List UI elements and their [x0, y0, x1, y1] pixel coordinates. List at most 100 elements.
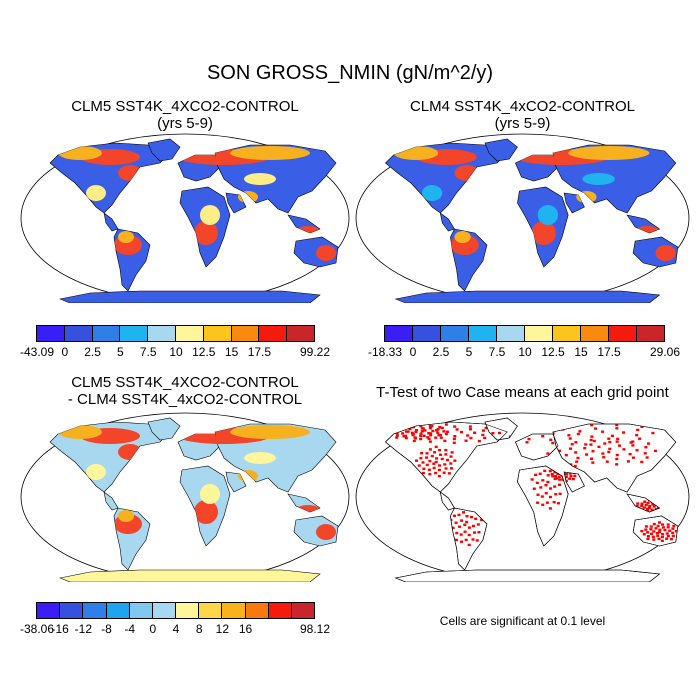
significant-cell	[473, 531, 477, 534]
significant-cell	[457, 513, 461, 517]
colorbar-box	[128, 602, 153, 619]
significant-cell	[590, 457, 594, 460]
colorbar-box	[267, 602, 292, 619]
colorbar-box	[82, 602, 107, 619]
significant-cell	[643, 500, 647, 503]
significant-cell	[452, 514, 456, 518]
colorbar-tick-label: 17.5	[597, 345, 621, 359]
colorbar-box	[147, 325, 176, 342]
significant-cell	[468, 428, 472, 431]
significant-cell	[668, 529, 672, 532]
significant-cell	[419, 434, 423, 438]
significant-cell	[574, 441, 578, 444]
land-antarctica	[58, 290, 321, 303]
significant-cell	[540, 495, 544, 498]
colorbar-tick-label: 15	[574, 345, 588, 359]
significant-cell	[640, 460, 644, 464]
significant-cell	[576, 456, 580, 460]
significant-cell	[631, 440, 635, 443]
coastline-central-america	[439, 491, 455, 511]
map-panel-3	[20, 412, 350, 582]
significant-cell	[672, 524, 676, 528]
colorbar-tick-label: 98.12	[299, 622, 331, 636]
significant-cell	[650, 532, 654, 536]
significant-cell	[576, 432, 580, 436]
significant-cell	[656, 534, 660, 537]
significant-cell	[592, 439, 596, 443]
significant-cell	[647, 506, 651, 510]
significant-cell	[658, 528, 662, 531]
coastline-arabia	[563, 471, 585, 493]
significant-cell	[469, 436, 473, 440]
significant-cell	[536, 493, 540, 496]
significant-cell	[428, 424, 432, 428]
significant-cell	[435, 457, 439, 460]
value-hotspot	[200, 205, 220, 225]
significant-cell	[661, 532, 665, 536]
significant-cell	[640, 502, 644, 505]
significant-cell	[648, 505, 652, 508]
significant-cell	[671, 531, 675, 535]
value-hotspot	[58, 146, 102, 160]
colorbar-tick-label: -16	[51, 622, 69, 636]
significant-cell	[549, 487, 553, 490]
significant-cell	[421, 471, 425, 475]
significant-cell	[465, 515, 469, 518]
significant-cell	[452, 437, 456, 441]
colorbar-tick-label: 17.5	[247, 345, 272, 359]
significant-cell	[435, 429, 439, 432]
map-panel-1	[20, 133, 350, 303]
significant-cell	[638, 437, 642, 440]
colorbar-tick-label: 10	[518, 345, 532, 359]
significant-cell	[454, 538, 458, 542]
significant-cell	[404, 434, 408, 438]
coastline-antarctica	[394, 569, 661, 582]
significant-cell	[551, 441, 555, 445]
significant-cell	[564, 479, 568, 483]
significant-cell	[626, 460, 630, 463]
significant-cell	[444, 453, 448, 456]
land-central-america	[103, 491, 119, 511]
significant-cell	[570, 443, 574, 446]
colorbar-tick-label: 4	[172, 622, 180, 636]
significant-cell	[660, 535, 664, 539]
significant-cell	[643, 452, 647, 455]
significant-cell	[669, 537, 673, 541]
significant-cell	[615, 427, 619, 430]
significant-cell	[658, 530, 662, 534]
significant-cell	[425, 463, 429, 467]
significant-cell	[569, 474, 573, 478]
significant-cell	[432, 466, 436, 470]
significant-cell	[644, 528, 648, 531]
significant-cell	[431, 429, 435, 433]
significant-cell	[590, 435, 594, 438]
significant-cell	[553, 477, 557, 481]
significant-cell	[432, 462, 436, 465]
significant-cell	[404, 430, 408, 433]
coastline-north-america	[385, 421, 508, 493]
significant-cell	[427, 432, 431, 435]
significant-cell	[449, 455, 453, 458]
significant-cell	[642, 506, 646, 509]
significant-cell	[645, 456, 649, 459]
significant-cell	[429, 434, 433, 437]
significant-cell	[663, 528, 667, 532]
colorbar-ticks-panel-3: -38.06 -16 -12 -8 -4 0 4 8 12 16 98.12	[20, 622, 330, 636]
land-north-america	[49, 142, 171, 214]
significant-cell	[463, 530, 467, 533]
colorbar-box	[36, 602, 61, 619]
coastline-greenland	[484, 417, 518, 441]
value-hotspot	[244, 173, 276, 185]
significant-cell	[429, 432, 433, 435]
significant-cell	[661, 526, 665, 529]
panel-1-title-line2: (yrs 5-9)	[157, 115, 213, 132]
significant-cell	[545, 501, 549, 504]
significant-cell	[601, 430, 605, 433]
coastline-southeast-asia	[626, 493, 661, 513]
significant-cell	[425, 456, 429, 459]
significant-cell	[549, 438, 553, 442]
significant-cell	[674, 529, 678, 533]
significant-cell	[438, 433, 442, 437]
significant-cell	[414, 459, 419, 462]
significant-cell	[666, 534, 670, 538]
